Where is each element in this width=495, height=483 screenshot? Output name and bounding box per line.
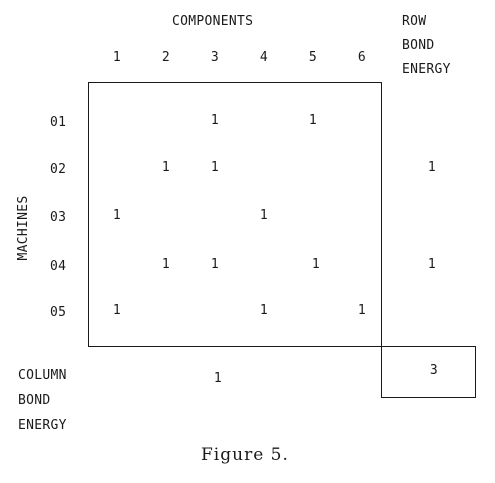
matrix-cell: 1	[357, 303, 367, 318]
row-bond-value: 1	[427, 160, 437, 175]
total-bond-energy: 3	[429, 363, 439, 378]
figure-caption: Figure 5.	[201, 445, 289, 465]
matrix-right-border	[381, 82, 382, 347]
matrix-cell: 1	[112, 303, 122, 318]
matrix-cell: 1	[311, 257, 321, 272]
matrix-cell: 1	[308, 113, 318, 128]
machine-row-label: 02	[50, 162, 67, 177]
matrix-cell: 1	[210, 113, 220, 128]
matrix-bottom-border	[88, 346, 475, 347]
row-bond-header-line-1: ROW	[402, 14, 427, 29]
machine-row-label: 05	[50, 305, 67, 320]
components-header: COMPONENTS	[172, 14, 254, 29]
matrix-cell: 1	[210, 160, 220, 175]
total-box-left-border	[381, 346, 382, 398]
machine-row-label: 03	[50, 210, 67, 225]
row-bond-value: 1	[427, 257, 437, 272]
row-bond-header-line-2: BOND	[402, 38, 435, 53]
row-bond-header-line-3: ENERGY	[402, 62, 451, 77]
total-box-right-border	[475, 346, 476, 398]
column-number-6: 6	[357, 50, 367, 65]
machine-row-label: 01	[50, 115, 67, 130]
machine-row-label: 04	[50, 259, 67, 274]
matrix-cell: 1	[161, 160, 171, 175]
matrix-top-border	[88, 82, 382, 83]
total-box-bottom-border	[381, 397, 476, 398]
matrix-cell: 1	[259, 208, 269, 223]
column-bond-label-line-2: BOND	[18, 393, 51, 408]
column-bond-label-line-3: ENERGY	[18, 418, 67, 433]
column-number-5: 5	[308, 50, 318, 65]
matrix-cell: 1	[259, 303, 269, 318]
matrix-cell: 1	[161, 257, 171, 272]
column-number-2: 2	[161, 50, 171, 65]
machines-label: MACHINES	[16, 195, 31, 261]
column-bond-value: 1	[213, 371, 223, 386]
column-bond-label-line-1: COLUMN	[18, 368, 67, 383]
matrix-left-border	[88, 82, 89, 347]
matrix-cell: 1	[112, 208, 122, 223]
column-number-3: 3	[210, 50, 220, 65]
matrix-cell: 1	[210, 257, 220, 272]
column-number-1: 1	[112, 50, 122, 65]
column-number-4: 4	[259, 50, 269, 65]
